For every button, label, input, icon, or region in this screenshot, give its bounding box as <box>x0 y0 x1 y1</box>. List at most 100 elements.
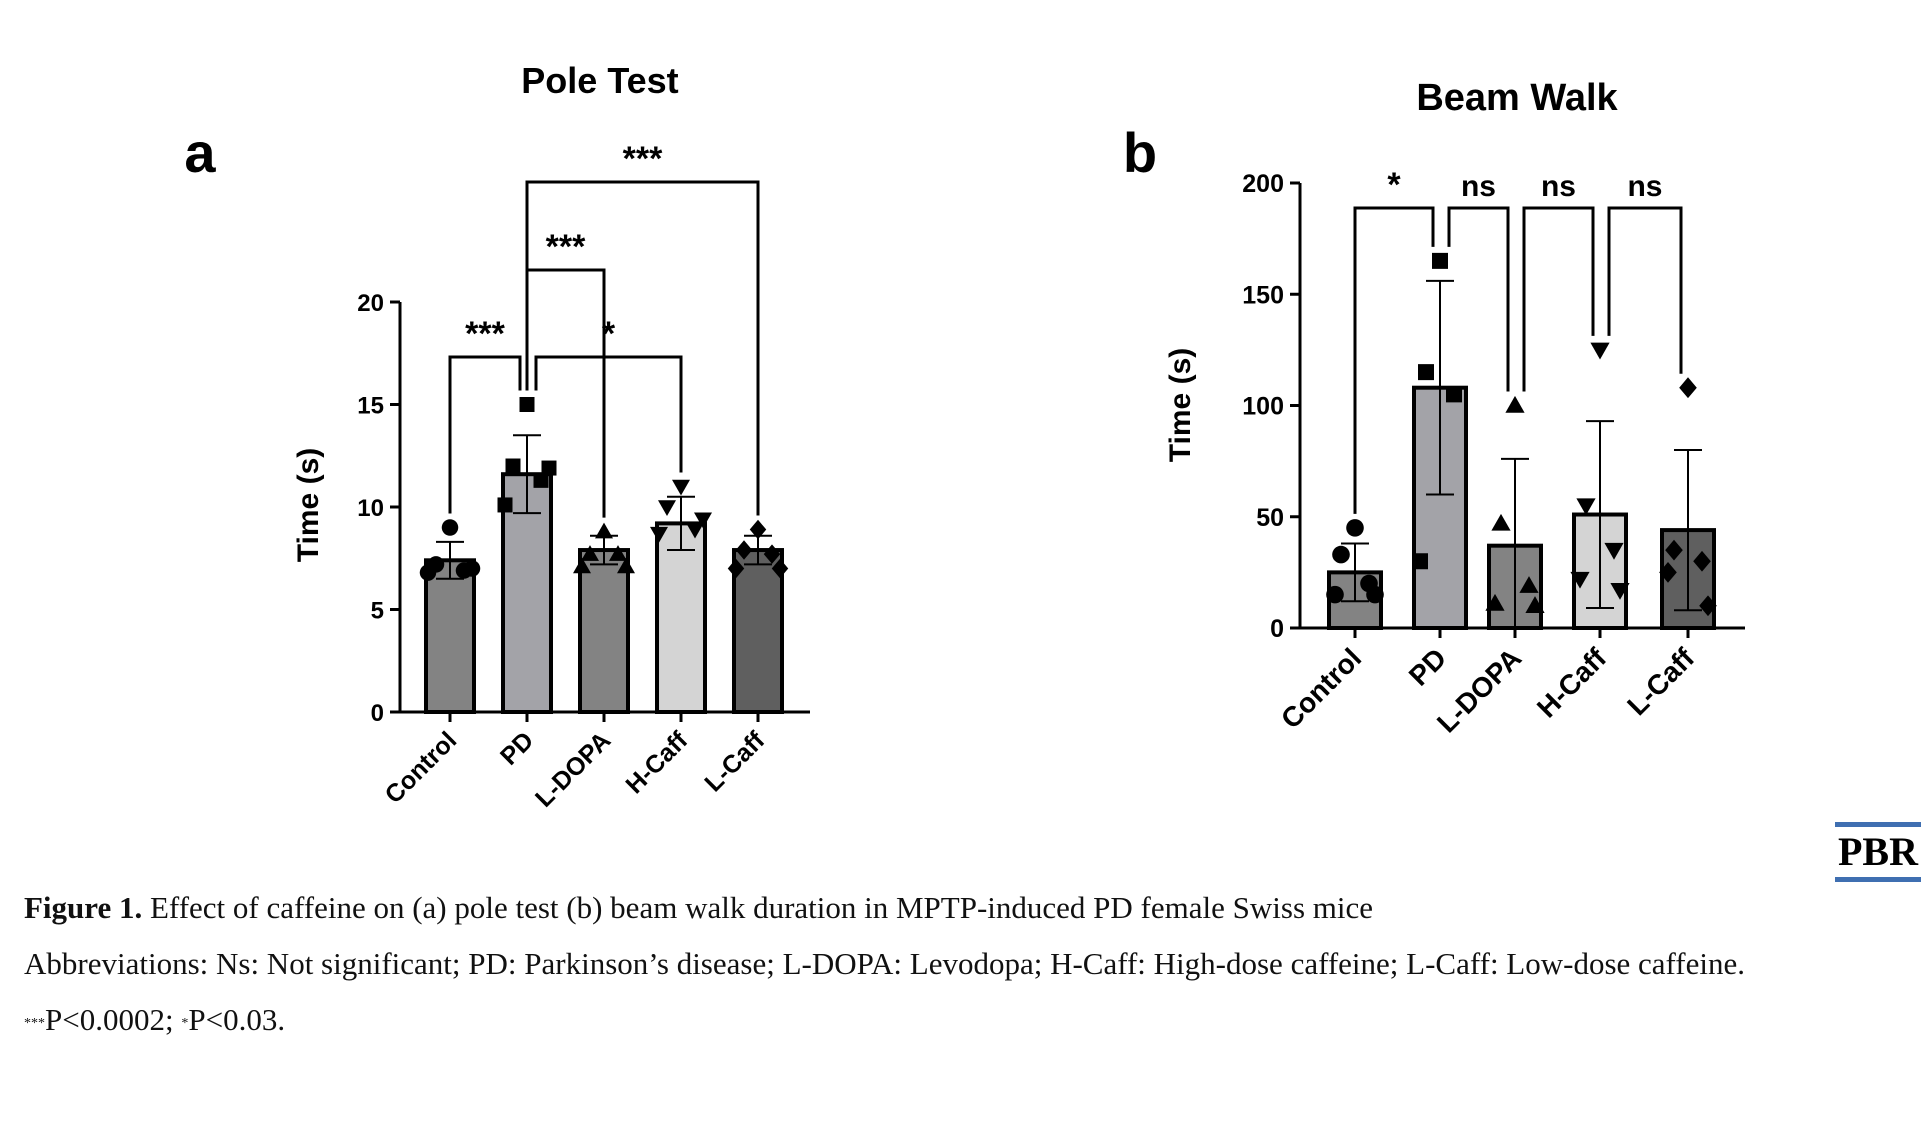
panel-a-ylabel: Time (s) <box>292 448 325 562</box>
y-tick-label: 200 <box>1242 170 1284 198</box>
data-point <box>505 458 521 474</box>
data-point <box>1346 519 1364 537</box>
data-point <box>1590 342 1610 360</box>
figure-caption: Figure 1. Effect of caffeine on (a) pole… <box>24 885 1914 1053</box>
significance-bracket <box>1447 206 1510 392</box>
note-text-2: P<0.03. <box>188 1002 286 1037</box>
significance-bracket <box>1353 206 1435 514</box>
data-point <box>1519 576 1539 593</box>
bar <box>424 558 476 714</box>
data-point <box>1679 377 1697 399</box>
panel-a-title: Pole Test <box>521 60 678 101</box>
data-point <box>1525 596 1545 613</box>
data-point <box>686 522 704 539</box>
data-point <box>1366 585 1384 604</box>
pbr-logo: PBR <box>1835 822 1921 882</box>
bar <box>578 548 630 714</box>
caption-line: Figure 1. Effect of caffeine on (a) pole… <box>24 885 1914 931</box>
x-category-label: PD <box>495 726 539 770</box>
y-tick-label: 0 <box>371 700 384 727</box>
data-point <box>1446 386 1462 403</box>
data-point <box>735 540 753 560</box>
data-point <box>1485 593 1505 611</box>
x-category-label: H-Caff <box>1531 642 1613 724</box>
caption-abbreviations: Abbreviations: Ns: Not significant; PD: … <box>24 946 1746 981</box>
y-tick-label: 10 <box>357 495 384 522</box>
caption-title: Figure 1. <box>24 890 143 925</box>
data-point <box>463 560 481 577</box>
significance-bracket <box>525 180 760 516</box>
significance-bracket <box>1522 206 1595 392</box>
x-category-label: L-DOPA <box>530 726 616 812</box>
data-point <box>1610 582 1630 600</box>
data-point <box>1418 364 1434 381</box>
bar <box>732 548 784 714</box>
data-point <box>1412 553 1428 570</box>
data-point <box>573 557 591 574</box>
data-point <box>1432 252 1448 269</box>
y-tick-label: 150 <box>1242 281 1284 309</box>
x-category-label: Control <box>380 726 463 809</box>
significance-label: *** <box>623 140 663 178</box>
data-point <box>1576 498 1596 516</box>
data-point <box>1699 595 1717 617</box>
data-point <box>1665 539 1683 561</box>
data-point <box>749 519 767 540</box>
data-point <box>1491 513 1511 531</box>
note-sup-2: * <box>181 1016 189 1031</box>
significance-label: ns <box>1627 170 1662 203</box>
data-point <box>419 564 437 581</box>
data-point <box>581 545 599 561</box>
data-point <box>1659 561 1677 583</box>
data-point <box>617 557 635 574</box>
data-point <box>771 558 789 579</box>
data-point <box>650 526 668 543</box>
data-point <box>658 500 676 516</box>
caption-significance-note: ***P<0.0002; *P<0.03. <box>24 997 1914 1043</box>
x-category-label: L-Caff <box>1621 642 1701 722</box>
data-point <box>1332 545 1350 564</box>
data-point <box>541 460 557 476</box>
significance-bracket <box>1607 206 1683 374</box>
note-text-1: P<0.0002; <box>45 1002 182 1037</box>
data-point <box>1604 542 1624 560</box>
x-category-label: L-Caff <box>699 726 770 797</box>
caption-text: Effect of caffeine on (a) pole test (b) … <box>142 890 1374 925</box>
data-point <box>497 497 513 513</box>
data-point <box>519 397 535 412</box>
data-point <box>1505 395 1525 413</box>
y-tick-label: 20 <box>357 290 384 317</box>
note-sup-1: *** <box>24 1016 45 1031</box>
panel-b: Beam Walk b Time (s) 0 50 100 150 200 Control… <box>1123 77 1745 739</box>
bar <box>655 521 707 715</box>
significance-label: *** <box>546 228 586 266</box>
data-point <box>1570 571 1590 589</box>
significance-label: ns <box>1541 170 1576 203</box>
y-tick-label: 15 <box>357 393 384 420</box>
x-category-label: H-Caff <box>620 726 693 799</box>
panel-a-label: a <box>184 121 216 184</box>
data-point <box>672 479 690 496</box>
x-category-label: Control <box>1275 642 1367 734</box>
x-category-label: L-DOPA <box>1431 642 1527 738</box>
data-point <box>441 519 459 536</box>
significance-bracket <box>534 355 683 473</box>
significance-label: ns <box>1461 170 1496 203</box>
data-point <box>595 522 613 539</box>
y-tick-label: 50 <box>1256 504 1284 532</box>
data-point <box>1693 550 1711 572</box>
significance-bracket <box>448 355 522 514</box>
panel-b-title: Beam Walk <box>1416 77 1618 119</box>
data-point <box>1326 585 1344 604</box>
significance-label: *** <box>465 315 505 353</box>
panel-b-ylabel: Time (s) <box>1164 348 1197 462</box>
y-tick-label: 100 <box>1242 393 1284 421</box>
data-point <box>763 544 781 564</box>
y-tick-label: 5 <box>371 598 384 625</box>
data-point <box>609 545 627 561</box>
data-point <box>727 558 745 579</box>
data-point <box>533 472 549 488</box>
significance-label: * <box>1387 166 1401 204</box>
